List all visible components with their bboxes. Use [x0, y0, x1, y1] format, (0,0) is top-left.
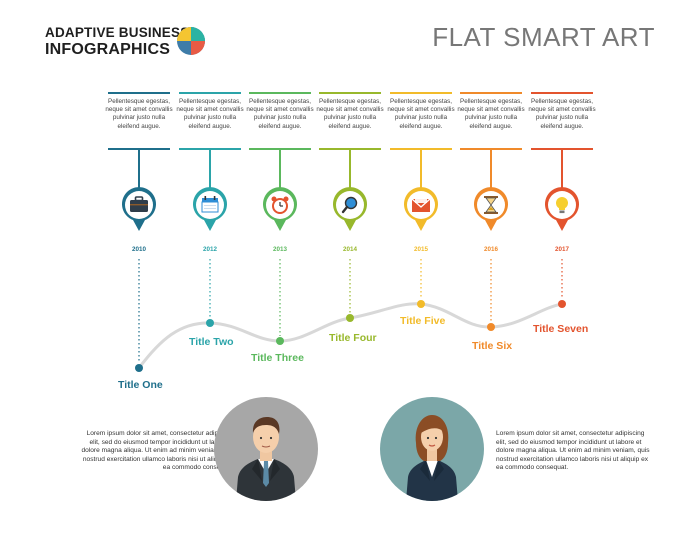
page-title: FLAT SMART ART — [432, 22, 655, 52]
person-1-portrait — [214, 397, 318, 501]
hourglass-icon — [474, 187, 508, 231]
step-description: Pellentesque egestas, neque sit amet con… — [316, 98, 384, 130]
lightbulb-icon — [545, 187, 579, 231]
step-description: Pellentesque egestas, neque sit amet con… — [387, 98, 455, 130]
connector-stem — [490, 150, 492, 190]
calendar-icon — [193, 187, 227, 231]
step-title: Title Three — [251, 352, 304, 364]
step-year: 2012 — [202, 246, 217, 253]
briefcase-icon — [122, 187, 156, 231]
timeline-dot-3 — [276, 337, 284, 345]
connector-stem — [561, 150, 563, 190]
step-year: 2014 — [342, 246, 357, 253]
businessman-icon — [236, 417, 296, 501]
top-divider — [108, 92, 170, 94]
timeline-dot-6 — [487, 323, 495, 331]
timeline-dot-4 — [346, 314, 354, 322]
person-1-bio: Lorem ipsum dolor sit amet, consectetur … — [81, 430, 235, 472]
step-year: 2016 — [483, 246, 498, 253]
connector-stem — [420, 150, 422, 190]
timeline-dot-1 — [135, 364, 143, 372]
bottom-divider — [108, 148, 170, 150]
logo-text: ADAPTIVE BUSINESS INFOGRAPHICS — [45, 25, 189, 59]
alarm-clock-icon — [263, 187, 297, 231]
timeline-dot-2 — [206, 319, 214, 327]
pie-chart-icon — [177, 27, 205, 55]
step-description: Pellentesque egestas, neque sit amet con… — [528, 98, 596, 130]
step-title: Title Two — [189, 336, 234, 348]
bottom-divider — [319, 148, 381, 150]
step-title: Title One — [118, 379, 163, 391]
step-title: Title Four — [329, 332, 377, 344]
step-title: Title Six — [472, 340, 513, 352]
timeline-dot-7 — [558, 300, 566, 308]
envelope-icon — [404, 187, 438, 231]
bottom-divider — [460, 148, 522, 150]
bottom-divider — [249, 148, 311, 150]
step-description: Pellentesque egestas, neque sit amet con… — [457, 98, 525, 130]
step-description: Pellentesque egestas, neque sit amet con… — [246, 98, 314, 130]
logo-line-2: INFOGRAPHICS — [45, 41, 171, 58]
connector-stem — [138, 150, 140, 190]
step-year: 2013 — [272, 246, 287, 253]
top-divider — [390, 92, 452, 94]
top-divider — [249, 92, 311, 94]
step-description: Pellentesque egestas, neque sit amet con… — [105, 98, 173, 130]
bottom-divider — [531, 148, 593, 150]
connector-stem — [349, 150, 351, 190]
step-title: Title Five — [400, 315, 446, 327]
person-2-bio: Lorem ipsum dolor sit amet, consectetur … — [496, 430, 650, 472]
step-title: Title Seven — [533, 323, 589, 335]
top-divider — [179, 92, 241, 94]
connector-stem — [209, 150, 211, 190]
step-year: 2015 — [413, 246, 428, 253]
person-2-portrait — [380, 397, 484, 501]
businesswoman-icon — [406, 415, 458, 501]
step-description: Pellentesque egestas, neque sit amet con… — [176, 98, 244, 130]
bottom-divider — [179, 148, 241, 150]
step-year: 2017 — [554, 246, 569, 253]
top-divider — [531, 92, 593, 94]
timeline-dot-5 — [417, 300, 425, 308]
logo-line-1: ADAPTIVE BUSINESS — [45, 25, 190, 40]
bottom-divider — [390, 148, 452, 150]
top-divider — [460, 92, 522, 94]
step-year: 2010 — [131, 246, 146, 253]
connector-stem — [279, 150, 281, 190]
magnifier-icon — [333, 187, 367, 231]
top-divider — [319, 92, 381, 94]
